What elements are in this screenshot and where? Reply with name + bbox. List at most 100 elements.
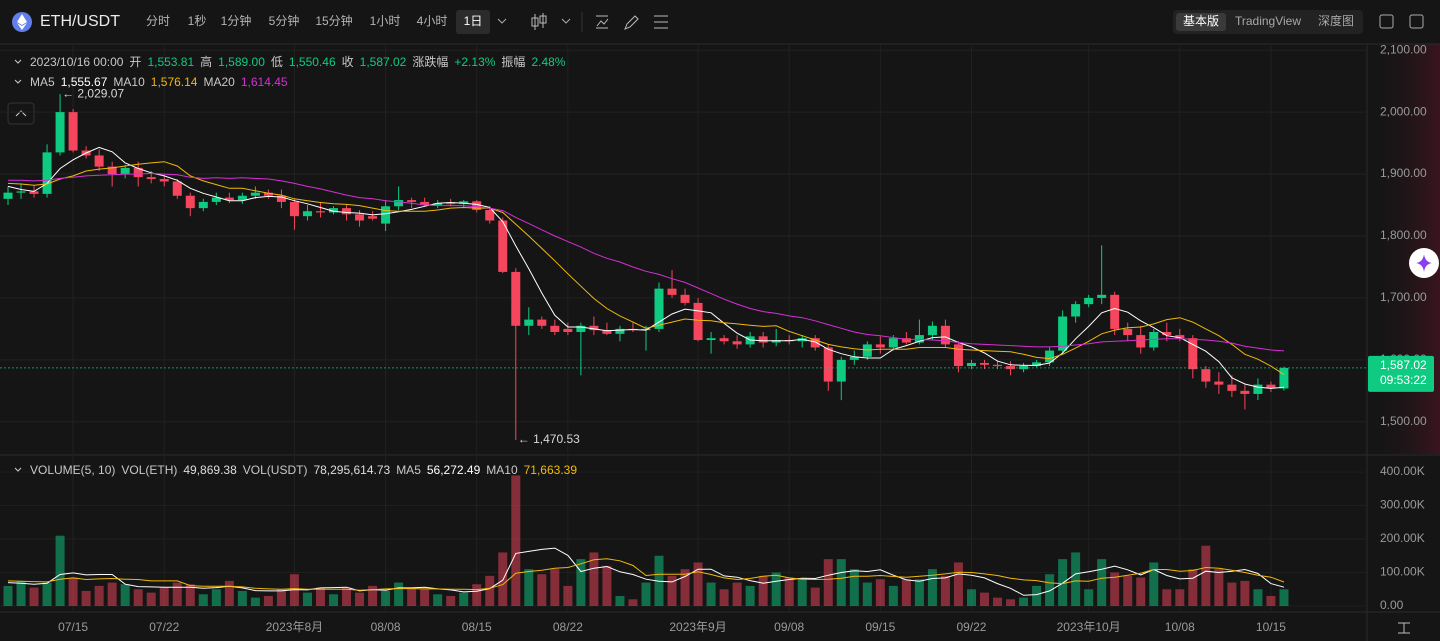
candle-body bbox=[1201, 369, 1211, 382]
volume-bar bbox=[1279, 589, 1289, 606]
candle-body bbox=[732, 341, 742, 345]
chart-type-icon[interactable] bbox=[531, 13, 547, 30]
candle-body bbox=[211, 197, 221, 202]
low-annotation: ← 1,470.53 bbox=[518, 432, 580, 446]
vol-label: VOL(USDT) bbox=[242, 463, 308, 477]
volume-title: VOLUME(5, 10) bbox=[30, 463, 116, 477]
volume-bar bbox=[993, 597, 1003, 606]
draw-icon[interactable] bbox=[624, 15, 639, 30]
interval-tab[interactable]: 5分钟 bbox=[269, 13, 300, 28]
interval-tab[interactable]: 1小时 bbox=[370, 14, 401, 28]
indicator-icon[interactable] bbox=[596, 15, 609, 29]
interval-more[interactable] bbox=[497, 18, 507, 24]
vol-label: VOL(ETH) bbox=[121, 463, 178, 477]
candle-body bbox=[524, 319, 534, 326]
candle-body bbox=[771, 340, 781, 343]
candle-body bbox=[172, 181, 182, 196]
volume-bar bbox=[784, 577, 794, 606]
ma-legend: MA5 1,555.67 MA10 1,576.14 MA20 1,614.45 bbox=[14, 75, 288, 89]
ohlc-date: 2023/10/16 00:00 bbox=[30, 54, 124, 69]
interval-tab[interactable]: 分时 bbox=[146, 14, 170, 28]
candle-body bbox=[576, 325, 586, 332]
candle-body bbox=[107, 166, 117, 175]
volume-bar bbox=[224, 580, 234, 606]
volume-bar bbox=[1097, 559, 1107, 606]
volume-bar bbox=[172, 582, 182, 606]
fullscreen-icon[interactable] bbox=[1409, 14, 1424, 29]
volume-bar bbox=[524, 569, 534, 606]
candle-body bbox=[693, 302, 703, 341]
interval-tab[interactable]: 1日 bbox=[464, 14, 483, 28]
volume-bar bbox=[1240, 580, 1250, 606]
volume-bar bbox=[16, 580, 26, 606]
ohlc-value: 1,550.46 bbox=[288, 54, 336, 69]
volume-bar bbox=[953, 562, 963, 606]
candle-body bbox=[94, 155, 104, 167]
candle-body bbox=[459, 201, 469, 204]
high-annotation: ← 2,029.07 bbox=[62, 86, 124, 100]
vol-tick-label: 200.00K bbox=[1380, 531, 1425, 545]
layout-icon[interactable] bbox=[1379, 14, 1394, 29]
candle-body bbox=[42, 152, 52, 194]
interval-tab[interactable]: 15分钟 bbox=[315, 13, 352, 28]
volume-bar bbox=[615, 595, 625, 606]
candle-body bbox=[237, 195, 247, 201]
volume-bar bbox=[693, 562, 703, 606]
last-price-label: 1,587.02 bbox=[1380, 358, 1427, 372]
view-tab[interactable]: 深度图 bbox=[1318, 13, 1354, 28]
row-toggle[interactable] bbox=[14, 78, 22, 86]
x-tick-label: 2023年9月 bbox=[669, 620, 726, 634]
volume-bar bbox=[1006, 599, 1016, 606]
candle-body bbox=[1227, 384, 1237, 391]
chart-type-more[interactable] bbox=[561, 18, 571, 24]
symbol[interactable]: ETH/USDT bbox=[40, 13, 120, 30]
volume-bar bbox=[732, 582, 742, 606]
candle-body bbox=[1110, 294, 1120, 329]
y-tick-label: 1,800.00 bbox=[1380, 228, 1427, 242]
candle-body bbox=[849, 356, 859, 360]
candle-body bbox=[953, 344, 963, 367]
volume-bar bbox=[315, 587, 325, 606]
collapse-button[interactable] bbox=[7, 102, 35, 125]
candle-body bbox=[263, 192, 273, 196]
candle-body bbox=[537, 319, 547, 326]
volume-bar bbox=[485, 575, 495, 606]
view-tab[interactable]: TradingView bbox=[1235, 14, 1301, 28]
volume-bar bbox=[966, 589, 976, 606]
candle-body bbox=[1084, 297, 1094, 305]
candle-body bbox=[1019, 366, 1029, 370]
row-toggle[interactable] bbox=[14, 58, 22, 66]
candle-body bbox=[667, 288, 677, 295]
ma-value: 1,576.14 bbox=[150, 75, 198, 89]
candle-body bbox=[1162, 331, 1172, 336]
volume-bar bbox=[1188, 569, 1198, 606]
candle-body bbox=[120, 167, 130, 175]
candle-body bbox=[719, 338, 729, 342]
candle-body bbox=[224, 197, 234, 201]
eth-icon-glyph bbox=[17, 14, 27, 30]
volume-bar bbox=[1019, 597, 1029, 606]
candle-body bbox=[836, 359, 846, 382]
volume-bar bbox=[276, 589, 286, 606]
candle-body bbox=[3, 192, 13, 199]
volume-bar bbox=[563, 585, 573, 606]
candle-body bbox=[498, 220, 508, 272]
candle-body bbox=[485, 209, 495, 221]
interval-tab[interactable]: 4小时 bbox=[417, 14, 448, 28]
interval-tab[interactable]: 1分钟 bbox=[221, 13, 252, 28]
volume-bar bbox=[1136, 577, 1146, 606]
volume-bar bbox=[29, 587, 39, 606]
settings-icon[interactable] bbox=[654, 15, 668, 29]
view-tab[interactable]: 基本版 bbox=[1183, 14, 1219, 28]
volume-bar bbox=[628, 599, 638, 606]
candle-body bbox=[1006, 366, 1016, 370]
x-tick-label: 09/15 bbox=[865, 620, 895, 634]
candle-body bbox=[394, 200, 404, 207]
ohlc-value: 2.48% bbox=[531, 54, 566, 69]
ma-name: MA20 bbox=[203, 75, 235, 89]
view-active-bg bbox=[1176, 13, 1226, 31]
candle-body bbox=[472, 201, 482, 210]
row-toggle[interactable] bbox=[14, 466, 22, 474]
interval-tab[interactable]: 1秒 bbox=[188, 14, 207, 28]
candle-body bbox=[1136, 335, 1146, 348]
